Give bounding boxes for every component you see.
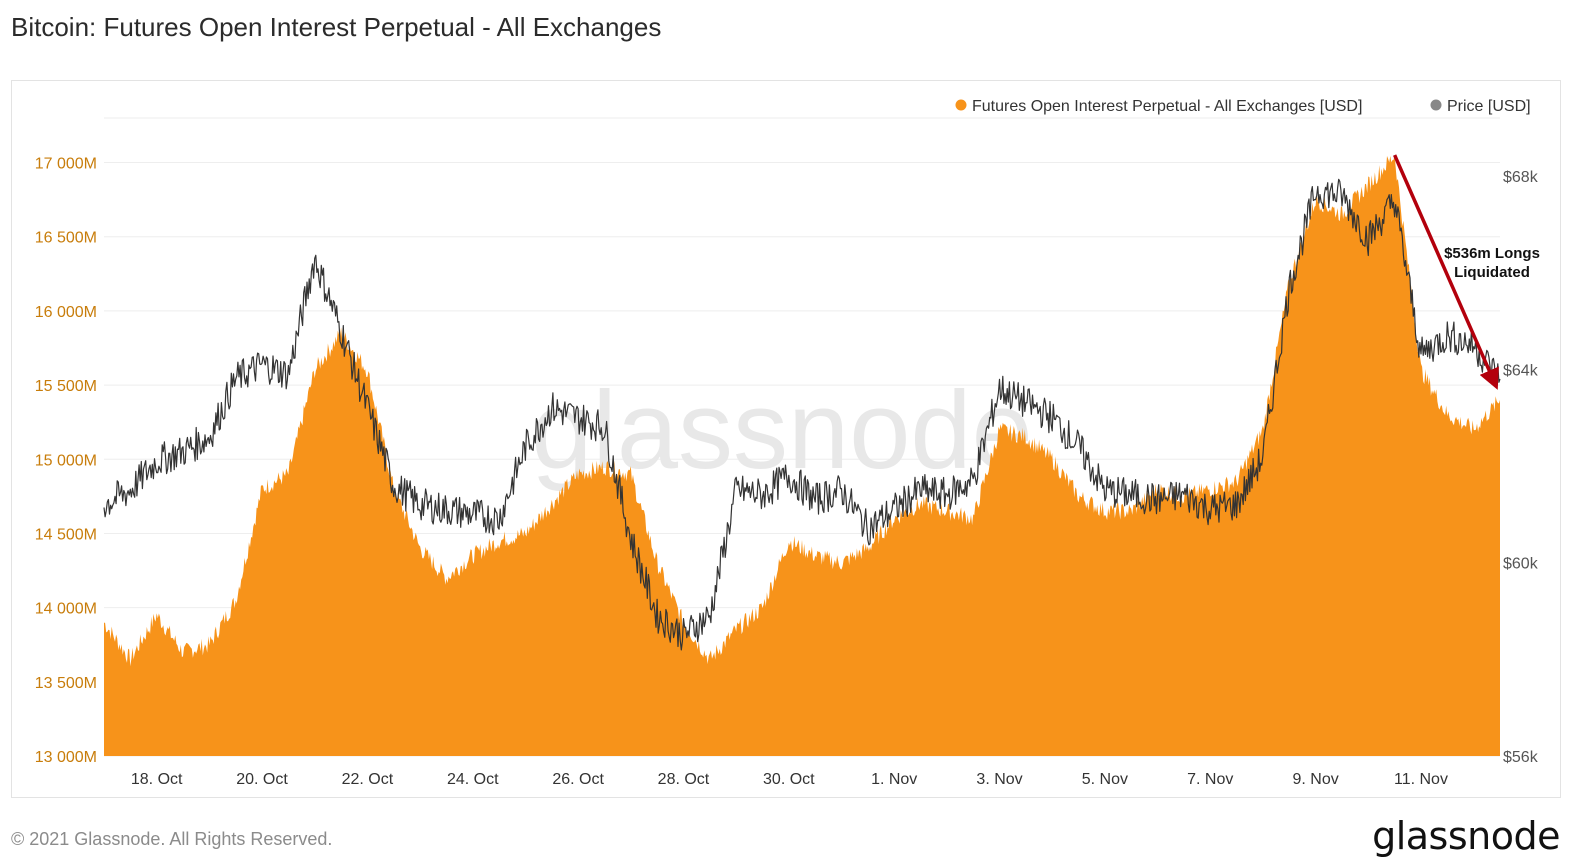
x-axis-tick-label: 9. Nov [1292, 771, 1338, 788]
copyright-text: © 2021 Glassnode. All Rights Reserved. [11, 829, 333, 849]
x-axis-tick-label: 18. Oct [131, 771, 183, 788]
legend-label-open-interest: Futures Open Interest Perpetual - All Ex… [972, 98, 1362, 115]
right-axis-tick-label: $64k [1503, 362, 1539, 379]
price-series [103, 178, 1501, 651]
page-title: Bitcoin: Futures Open Interest Perpetual… [11, 12, 662, 42]
left-axis-tick-label: 15 000M [35, 452, 97, 469]
legend-marker-open-interest [955, 99, 967, 111]
x-axis-tick-label: 11. Nov [1394, 771, 1448, 788]
left-axis-tick-label: 14 500M [35, 526, 97, 543]
left-axis-tick-label: 15 500M [35, 378, 97, 395]
x-axis-tick-label: 3. Nov [976, 771, 1022, 788]
right-axis: $56k $60k $64k $68k [1503, 169, 1539, 766]
price-line [103, 178, 1501, 651]
x-axis-tick-label: 5. Nov [1082, 771, 1128, 788]
annotation-label: $536m Longs [1444, 245, 1540, 262]
x-axis-tick-label: 30. Oct [763, 771, 815, 788]
left-axis-tick-label: 16 500M [35, 230, 97, 247]
x-axis-tick-label: 26. Oct [552, 771, 604, 788]
legend-label-price: Price [USD] [1447, 98, 1531, 115]
x-axis: 18. Oct 20. Oct 22. Oct 24. Oct 26. Oct 28. O… [131, 771, 1448, 788]
x-axis-tick-label: 28. Oct [658, 771, 710, 788]
annotation-label: Liquidated [1454, 264, 1530, 281]
x-axis-tick-label: 7. Nov [1187, 771, 1233, 788]
left-axis-tick-label: 13 500M [35, 675, 97, 692]
open-interest-series [104, 155, 1500, 757]
left-axis-tick-label: 13 000M [35, 749, 97, 766]
chart-frame [11, 80, 1561, 798]
left-axis: 13 000M 13 500M 14 000M 14 500M 15 000M 15 50… [35, 156, 97, 766]
x-axis-tick-label: 1. Nov [871, 771, 917, 788]
glassnode-logo: glassnode [1372, 814, 1560, 858]
right-axis-tick-label: $56k [1503, 749, 1539, 766]
legend-marker-price [1430, 99, 1442, 111]
x-axis-tick-label: 24. Oct [447, 771, 499, 788]
left-axis-tick-label: 14 000M [35, 601, 97, 618]
x-axis-tick-label: 20. Oct [236, 771, 288, 788]
x-axis-tick-label: 22. Oct [342, 771, 394, 788]
right-axis-tick-label: $68k [1503, 169, 1539, 186]
right-axis-tick-label: $60k [1503, 556, 1539, 573]
legend[interactable]: Futures Open Interest Perpetual - All Ex… [955, 98, 1531, 115]
left-axis-tick-label: 16 000M [35, 304, 97, 321]
left-axis-tick-label: 17 000M [35, 156, 97, 173]
annotation: $536m Longs Liquidated [1393, 154, 1540, 390]
annotation-arrow [1393, 154, 1499, 390]
open-interest-area [104, 155, 1500, 757]
